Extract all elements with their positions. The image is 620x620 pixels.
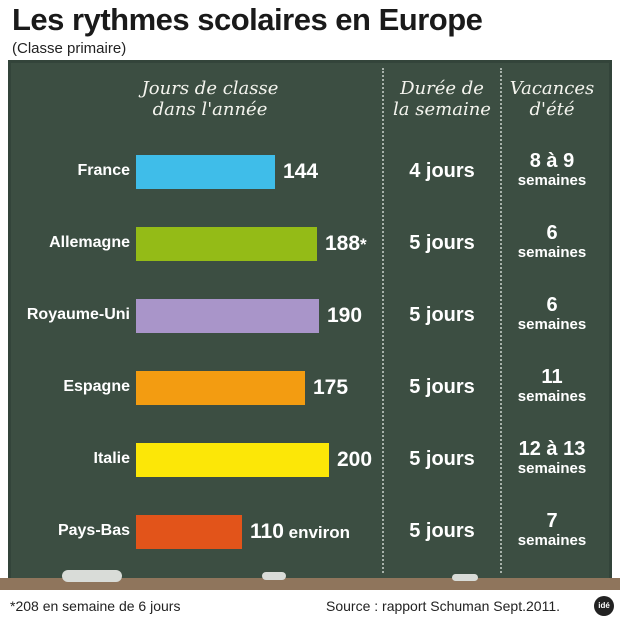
- bar-value: 144: [283, 160, 319, 183]
- summer-vacation-unit: semaines: [517, 316, 587, 333]
- bar-allemagne: [136, 227, 317, 261]
- summer-vacation: 6 semaines: [502, 294, 602, 334]
- column-divider-2: [500, 68, 502, 573]
- summer-vacation: 6 semaines: [502, 222, 602, 262]
- bar-value-label: 175: [313, 376, 348, 400]
- footnote: *208 en semaine de 6 jours: [10, 598, 181, 614]
- bar-value-label: 110 environ: [250, 520, 350, 544]
- week-duration: 5 jours: [409, 232, 475, 254]
- summer-vacation-count: 6: [546, 222, 558, 244]
- summer-vacation: 11 semaines: [502, 366, 602, 406]
- summer-vacation-unit: semaines: [517, 172, 587, 189]
- bar-pays-bas: [136, 515, 242, 549]
- summer-vacation-count: 6: [546, 294, 558, 316]
- bar-value-label: 188*: [325, 232, 367, 256]
- country-label: France: [77, 162, 130, 179]
- bar-value-suffix: environ: [283, 523, 351, 542]
- country-label: Allemagne: [49, 234, 130, 251]
- header-week: Durée de la semaine: [386, 78, 498, 120]
- header-week-line1: Durée de: [400, 78, 484, 99]
- chalk-eraser: [62, 570, 122, 582]
- week-duration: 5 jours: [409, 448, 475, 470]
- week-duration: 5 jours: [409, 376, 475, 398]
- summer-vacation-count: 7: [546, 510, 558, 532]
- bar-italie: [136, 443, 329, 477]
- country-label: Pays-Bas: [57, 522, 130, 539]
- chalk-piece-2: [452, 574, 478, 581]
- header-days: Jours de classe dans l'année: [138, 78, 282, 120]
- summer-vacation-count: 11: [541, 366, 563, 388]
- chalk-piece: [262, 572, 286, 580]
- summer-vacation: 12 à 13 semaines: [502, 438, 602, 478]
- chart-subtitle: (Classe primaire): [12, 40, 127, 57]
- summer-vacation-unit: semaines: [517, 388, 587, 405]
- bar-value: 200: [337, 448, 373, 471]
- bar-value: 175: [313, 376, 349, 399]
- column-divider-1: [382, 68, 384, 573]
- header-vacation-line2: d'été: [529, 99, 575, 120]
- week-duration: 5 jours: [409, 520, 475, 542]
- chalkboard-ledge: [0, 578, 620, 590]
- bar-value: 188: [325, 232, 361, 255]
- bar-value-label: 200: [337, 448, 372, 472]
- bar-value-label: 144: [283, 160, 318, 184]
- summer-vacation-count: 12 à 13: [518, 438, 586, 460]
- country-label: Royaume-Uni: [26, 306, 130, 323]
- header-week-line2: la semaine: [393, 99, 491, 120]
- publisher-logo: idé: [594, 596, 614, 616]
- bar-royaume-uni: [136, 299, 319, 333]
- summer-vacation: 7 semaines: [502, 510, 602, 550]
- header-days-line1: Jours de classe: [141, 78, 279, 99]
- week-duration: 5 jours: [409, 304, 475, 326]
- summer-vacation-unit: semaines: [517, 460, 587, 477]
- bar-value: 190: [327, 304, 363, 327]
- summer-vacation: 8 à 9 semaines: [502, 150, 602, 190]
- bar-value-suffix: *: [360, 235, 367, 254]
- summer-vacation-unit: semaines: [517, 532, 587, 549]
- bar-france: [136, 155, 275, 189]
- summer-vacation-unit: semaines: [517, 244, 587, 261]
- bar-value: 110: [250, 520, 284, 543]
- country-label: Italie: [93, 450, 130, 467]
- header-days-line2: dans l'année: [152, 99, 268, 120]
- week-duration: 4 jours: [409, 160, 475, 182]
- source-note: Source : rapport Schuman Sept.2011.: [326, 598, 560, 614]
- chart-title: Les rythmes scolaires en Europe: [12, 2, 483, 37]
- header-vacation: Vacances d'été: [502, 78, 602, 120]
- header-vacation-line1: Vacances: [509, 78, 595, 99]
- summer-vacation-count: 8 à 9: [529, 150, 575, 172]
- bar-espagne: [136, 371, 305, 405]
- bar-value-label: 190: [327, 304, 362, 328]
- country-label: Espagne: [63, 378, 130, 395]
